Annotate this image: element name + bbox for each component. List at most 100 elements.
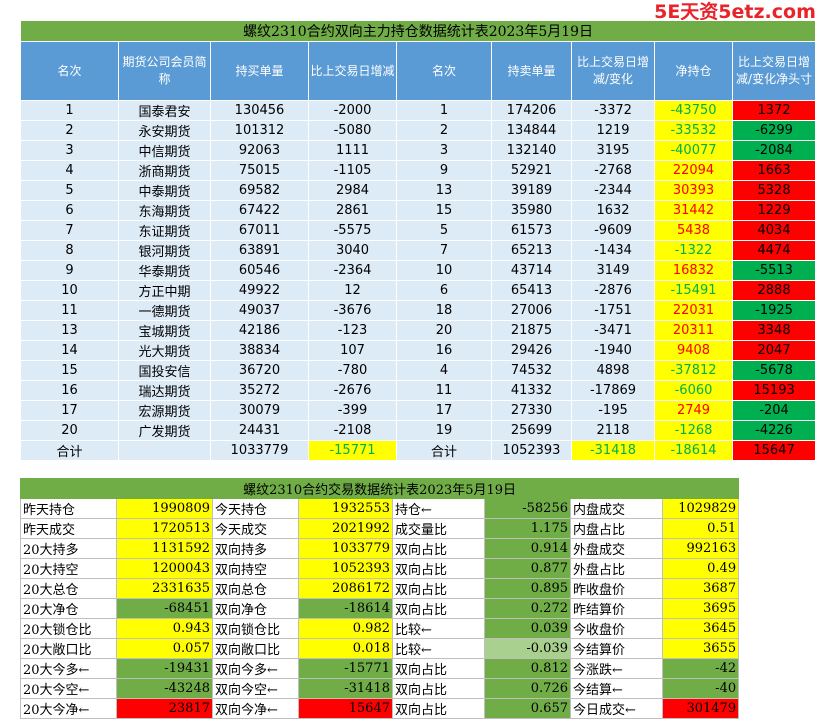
table-cell: -3676 [308, 300, 397, 321]
stats-label: 双向敞口比 [212, 638, 299, 659]
stats-value: -19431 [116, 658, 213, 679]
table-cell: 5 [20, 180, 119, 201]
table-title: 螺纹2310合约双向主力持仓数据统计表2023年5月19日 [19, 20, 817, 42]
stats-label: 今结算价 [570, 638, 663, 659]
table-row: 3 中信期货 92063 1111 3 132140 3195 -40077 -2084 [20, 140, 817, 161]
stats-label: 外盘占比 [570, 558, 663, 579]
table-cell: 41332 [491, 380, 572, 401]
table-cell: -37812 [654, 360, 733, 381]
stats-label: 双向占比 [392, 698, 485, 719]
table-cell: 16 [20, 380, 119, 401]
stats-label: 双向占比 [392, 558, 485, 579]
table-cell: -6299 [731, 120, 817, 141]
table-cell: 30393 [654, 180, 733, 201]
stats-value: 0.51 [661, 518, 740, 539]
table-cell: 22094 [654, 160, 733, 181]
table-cell: 18 [396, 300, 492, 321]
table-cell: 广发期货 [118, 420, 211, 441]
table-cell: -195 [571, 400, 655, 421]
table-cell: -4226 [731, 420, 817, 441]
stats-value: 15647 [298, 698, 393, 719]
table-cell: 92063 [210, 140, 309, 161]
table-cell: 1 [396, 100, 492, 121]
table-cell: 14 [20, 340, 119, 361]
table-cell: -6060 [654, 380, 733, 401]
table-cell: 65213 [491, 240, 572, 261]
stats-value: -58256 [484, 498, 571, 519]
table-cell: -2108 [308, 420, 397, 441]
stats-label: 双向占比 [392, 578, 485, 599]
table-row: 15 国投安信 36720 -780 4 74532 4898 -37812 -5678 [20, 360, 817, 381]
column-header: 比上交易日增减/变化 [571, 41, 655, 101]
table-cell: 3195 [571, 140, 655, 161]
table-cell: 31442 [654, 200, 733, 221]
table-cell: 2 [396, 120, 492, 141]
table-cell: 2118 [571, 420, 655, 441]
table-row: 6 东海期货 67422 2861 15 35980 1632 31442 1229 [20, 200, 817, 221]
stats-row: 20大净仓 -68451 双向净仓 -18614 双向占比 0.272 昨结算价 3695 [20, 598, 740, 619]
table-cell: 36720 [210, 360, 309, 381]
stats-label: 双向总仓 [212, 578, 299, 599]
total-cell [118, 440, 211, 461]
table-row: 4 浙商期货 75015 -1105 9 52921 -2768 22094 1663 [20, 160, 817, 181]
total-cell: 合计 [20, 440, 119, 461]
table-cell: 67011 [210, 220, 309, 241]
stats-value: 0.943 [116, 618, 213, 639]
table-cell: -33532 [654, 120, 733, 141]
table-cell: -204 [731, 400, 817, 421]
table-row: 16 瑞达期货 35272 -2676 11 41332 -17869 -6060 15193 [20, 380, 817, 401]
table-row: 7 东证期货 67011 -5575 5 61573 -9609 5438 4034 [20, 220, 817, 241]
stats-label: 20大今多← [20, 658, 117, 679]
table-cell: -43750 [654, 100, 733, 121]
stats-value: 0.039 [484, 618, 571, 639]
table-cell: 74532 [491, 360, 572, 381]
table-row: 14 光大期货 38834 107 16 29426 -1940 9408 2047 [20, 340, 817, 361]
table-cell: 39189 [491, 180, 572, 201]
stats-label: 双向占比 [392, 658, 485, 679]
table-cell: 52921 [491, 160, 572, 181]
table-cell: -1925 [731, 300, 817, 321]
stats-label: 今涨跌← [570, 658, 663, 679]
stats-row: 20大今空← -43248 双向今空← -31418 双向占比 0.726 今结算← -40 [20, 678, 740, 699]
table-cell: 11 [20, 300, 119, 321]
stats-label: 双向占比 [392, 678, 485, 699]
stats-value: -40 [661, 678, 740, 699]
table-row: 8 银河期货 63891 3040 7 65213 -1434 -1322 4474 [20, 240, 817, 261]
table-row: 1 国泰君安 130456 -2000 1 174206 -3372 -43750 1372 [20, 100, 817, 121]
table-cell: 7 [396, 240, 492, 261]
table-cell: 29426 [491, 340, 572, 361]
table-cell: 13 [396, 180, 492, 201]
stats-value: -68451 [116, 598, 213, 619]
table-cell: 69582 [210, 180, 309, 201]
table-cell: 35980 [491, 200, 572, 221]
stats-label: 20大持多 [20, 538, 117, 559]
stats-value: 1720513 [116, 518, 213, 539]
table-cell: -2364 [308, 260, 397, 281]
table-cell: 20 [396, 320, 492, 341]
stats-label: 内盘占比 [570, 518, 663, 539]
stats-value: 992163 [661, 538, 740, 559]
table-cell: -399 [308, 400, 397, 421]
table-cell: 一德期货 [118, 300, 211, 321]
table-cell: -1434 [571, 240, 655, 261]
table-row: 5 中泰期货 69582 2984 13 39189 -2344 30393 5328 [20, 180, 817, 201]
table-cell: 9 [20, 260, 119, 281]
table-cell: -3471 [571, 320, 655, 341]
header-row: 名次 期货公司会员简称 持买单量 比上交易日增减 名次 持卖单量 比上交易日增减/变化 净持仓… [20, 41, 817, 101]
stats-value: 0.877 [484, 558, 571, 579]
table-cell: 3 [396, 140, 492, 161]
table-cell: 101312 [210, 120, 309, 141]
stats-value: 3687 [661, 578, 740, 599]
stats-label: 20大锁仓比 [20, 618, 117, 639]
table-cell: 宝城期货 [118, 320, 211, 341]
table-cell: 60546 [210, 260, 309, 281]
table-cell: -2676 [308, 380, 397, 401]
table-cell: 43714 [491, 260, 572, 281]
table-cell: 30079 [210, 400, 309, 421]
table-cell: 1663 [731, 160, 817, 181]
stats-value: -15771 [298, 658, 393, 679]
stats-label: 昨天成交 [20, 518, 117, 539]
table-cell: 107 [308, 340, 397, 361]
stats-value: 3695 [661, 598, 740, 619]
table-row: 17 宏源期货 30079 -399 17 27330 -195 2749 -204 [20, 400, 817, 421]
